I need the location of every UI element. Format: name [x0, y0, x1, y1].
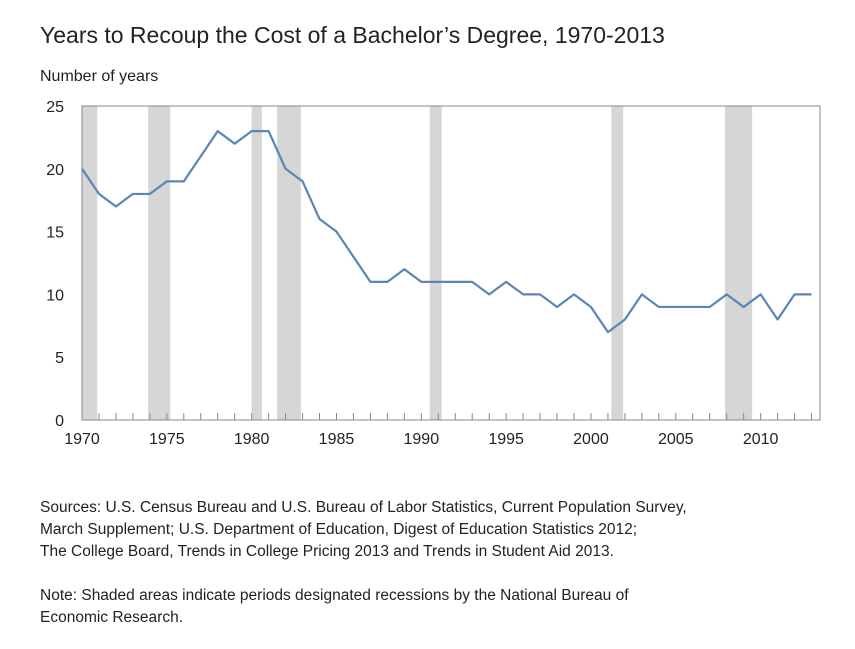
y-tick-label: 10 [46, 287, 64, 304]
y-tick-label: 0 [55, 413, 64, 430]
y-tick-label: 20 [46, 162, 64, 179]
x-tick-label: 1990 [404, 431, 440, 448]
chart-title: Years to Recoup the Cost of a Bachelor’s… [40, 22, 665, 48]
note-line: Economic Research. [40, 609, 184, 626]
sources-line: Sources: U.S. Census Bureau and U.S. Bur… [40, 499, 687, 516]
y-tick-label: 5 [55, 350, 64, 367]
sources-note: Sources: U.S. Census Bureau and U.S. Bur… [40, 497, 840, 563]
y-tick-label: 15 [46, 225, 64, 242]
x-axis-tick-labels: 1970 1975 1980 1985 1990 1995 2000 2005 2010 [64, 431, 778, 448]
recession-band [277, 106, 301, 420]
recession-band [82, 106, 98, 420]
x-tick-label: 2000 [573, 431, 609, 448]
note-line: Note: Shaded areas indicate periods desi… [40, 587, 629, 604]
recession-band [251, 106, 262, 420]
sources-line: The College Board, Trends in College Pri… [40, 543, 614, 560]
x-tick-label: 2010 [743, 431, 779, 448]
recession-note: Note: Shaded areas indicate periods desi… [40, 585, 840, 629]
recession-band [148, 106, 171, 420]
recession-band [611, 106, 624, 420]
x-tick-label: 1970 [64, 431, 100, 448]
x-tick-label: 1980 [234, 431, 270, 448]
recession-band [724, 106, 753, 420]
plot-frame [81, 105, 821, 421]
y-tick-label: 25 [46, 99, 64, 116]
x-tick-label: 1995 [488, 431, 524, 448]
recession-band [429, 106, 442, 420]
x-tick-label: 1985 [319, 431, 355, 448]
x-tick-label: 1975 [149, 431, 185, 448]
y-axis-label: Number of years [40, 68, 159, 85]
x-axis-ticks [81, 413, 813, 420]
sources-line: March Supplement; U.S. Department of Edu… [40, 521, 638, 538]
recession-bands [82, 106, 753, 420]
x-tick-label: 2005 [658, 431, 694, 448]
y-axis-tick-labels: 0 5 10 15 20 25 [46, 99, 64, 430]
series-line [81, 130, 812, 334]
series-line-layer [81, 130, 812, 334]
